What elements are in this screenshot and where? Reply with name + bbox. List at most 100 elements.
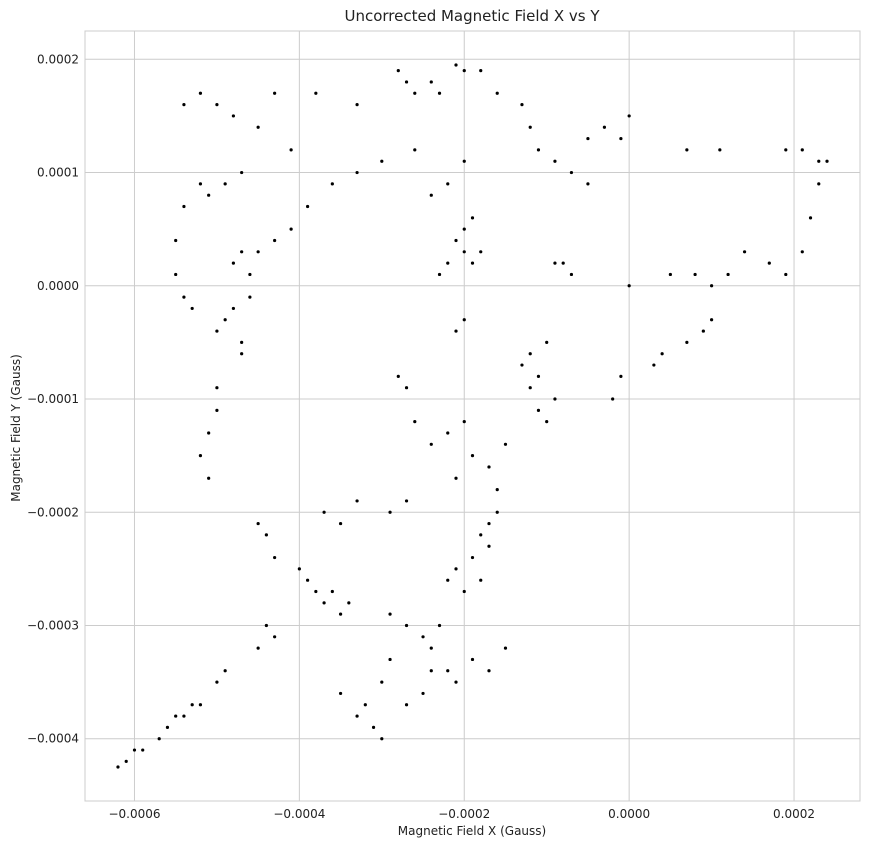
- data-point: [322, 601, 326, 605]
- data-point: [240, 352, 244, 356]
- data-point: [215, 408, 219, 412]
- data-point: [462, 69, 466, 73]
- data-point: [314, 91, 318, 95]
- data-point: [380, 680, 384, 684]
- data-point: [586, 136, 590, 141]
- data-point: [215, 386, 219, 390]
- data-point: [182, 103, 186, 107]
- data-point: [660, 352, 664, 356]
- data-point: [338, 612, 343, 616]
- data-point: [487, 669, 491, 673]
- data-point: [273, 91, 277, 95]
- data-point: [207, 193, 211, 197]
- data-point: [190, 703, 194, 707]
- data-point: [470, 216, 475, 220]
- data-point: [289, 148, 293, 152]
- data-point: [338, 521, 343, 526]
- data-point: [454, 238, 458, 243]
- data-point: [355, 714, 359, 718]
- data-point: [157, 737, 161, 741]
- data-point: [446, 431, 450, 435]
- data-point: [437, 272, 442, 277]
- data-point: [355, 103, 359, 107]
- x-tick-label: −0.0002: [438, 807, 490, 821]
- data-point: [487, 521, 491, 526]
- data-point: [363, 703, 367, 707]
- data-point: [207, 476, 211, 480]
- data-point: [619, 374, 623, 378]
- data-point: [784, 148, 788, 152]
- data-point: [198, 182, 203, 186]
- data-point: [454, 476, 458, 480]
- data-point: [800, 250, 804, 254]
- data-point: [273, 635, 277, 639]
- data-point: [231, 261, 236, 265]
- data-point: [742, 250, 747, 254]
- data-point: [355, 499, 359, 503]
- y-tick-label: 0.0000: [37, 279, 79, 293]
- data-point: [215, 329, 219, 333]
- data-point: [520, 103, 524, 107]
- data-point: [487, 465, 491, 469]
- data-point: [808, 216, 813, 220]
- data-point: [462, 250, 466, 254]
- data-point: [627, 114, 631, 118]
- data-point: [462, 318, 466, 322]
- data-point: [446, 182, 450, 186]
- data-point: [462, 589, 466, 594]
- data-point: [322, 510, 326, 514]
- data-point: [264, 623, 268, 628]
- data-point: [454, 680, 458, 684]
- data-point: [132, 748, 137, 752]
- data-point: [396, 374, 400, 378]
- data-point: [198, 91, 203, 95]
- data-point: [569, 170, 574, 175]
- data-point: [338, 691, 343, 696]
- data-point: [248, 295, 252, 299]
- data-point: [215, 680, 219, 684]
- data-point: [528, 352, 532, 356]
- data-point: [396, 69, 400, 73]
- x-tick-label: −0.0006: [108, 807, 160, 821]
- data-point: [182, 714, 186, 718]
- data-point: [215, 103, 219, 107]
- data-point: [165, 725, 170, 729]
- x-tick-label: 0.0002: [773, 807, 815, 821]
- x-axis-label: Magnetic Field X (Gauss): [398, 824, 546, 838]
- data-point: [231, 114, 236, 118]
- data-point: [446, 261, 450, 265]
- data-point: [495, 488, 499, 492]
- data-point: [561, 261, 565, 265]
- data-point: [462, 420, 466, 424]
- data-point: [404, 623, 409, 628]
- data-point: [264, 533, 268, 537]
- data-point: [404, 80, 409, 84]
- y-tick-label: 0.0002: [37, 52, 79, 66]
- data-point: [330, 182, 334, 186]
- data-point: [182, 204, 186, 209]
- data-point: [709, 318, 714, 322]
- data-point: [174, 714, 178, 718]
- data-point: [404, 703, 409, 707]
- x-tick-labels: −0.0006 −0.0004 −0.0002 0.0000 0.0002: [108, 807, 815, 821]
- data-point: [569, 272, 574, 277]
- data-point: [701, 329, 705, 333]
- data-point: [306, 204, 310, 209]
- data-point: [231, 306, 236, 311]
- data-point: [289, 227, 293, 231]
- data-point: [611, 397, 615, 401]
- data-point: [207, 431, 211, 435]
- data-point: [627, 284, 631, 288]
- data-point: [454, 63, 458, 67]
- data-point: [709, 284, 714, 288]
- data-point: [528, 386, 532, 390]
- data-point: [454, 329, 458, 333]
- data-point: [429, 669, 433, 673]
- data-point: [553, 159, 557, 163]
- data-point: [487, 544, 491, 548]
- data-point: [586, 182, 590, 186]
- y-tick-label: −0.0004: [27, 732, 79, 746]
- data-point: [223, 318, 227, 322]
- data-point: [388, 657, 392, 662]
